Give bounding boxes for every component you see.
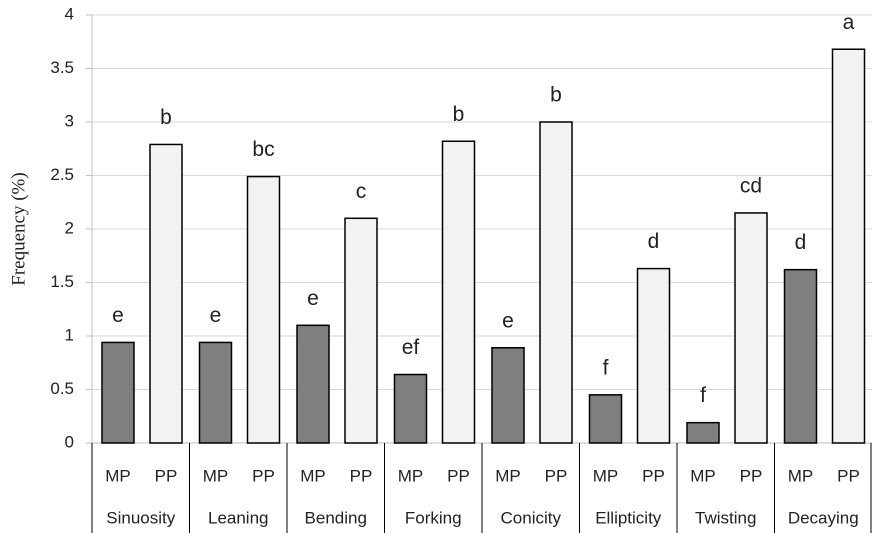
x-sub-label: MP (690, 466, 716, 485)
bar-letter: e (502, 309, 514, 332)
bar (296, 324, 330, 444)
bar-letter: ef (402, 336, 420, 359)
bar-letter: b (550, 84, 562, 107)
bar (149, 143, 183, 444)
bar (491, 347, 525, 444)
bar-letter: f (700, 384, 706, 407)
bar-letter: b (160, 106, 172, 129)
x-category-label: Twisting (695, 508, 756, 527)
bar-letter: d (648, 230, 660, 253)
bar (831, 48, 866, 444)
x-sub-label: PP (252, 466, 275, 485)
bar-letter: d (795, 231, 807, 254)
bar (198, 341, 233, 444)
x-category-label: Conicity (501, 508, 562, 527)
bar-letter: e (210, 304, 222, 327)
x-sub-label: MP (105, 466, 131, 485)
x-sub-label: PP (447, 466, 470, 485)
x-category-label: Sinuosity (106, 508, 175, 527)
x-sub-label: MP (300, 466, 326, 485)
x-category-label: Bending (305, 508, 367, 527)
y-tick-label: 0.5 (50, 379, 74, 398)
bar-letter: e (112, 304, 124, 327)
bar (344, 217, 378, 444)
bar-letter: b (453, 103, 465, 126)
y-tick-label: 2.5 (50, 165, 74, 184)
bar-letter: a (843, 11, 855, 34)
bar (783, 268, 818, 444)
x-sub-label: PP (155, 466, 178, 485)
x-category-label: Decaying (788, 508, 859, 527)
bar-letter: bc (252, 138, 274, 161)
bar-letter: f (603, 356, 609, 379)
bar-letter: cd (740, 174, 762, 197)
x-sub-label: MP (788, 466, 814, 485)
x-sub-label: PP (545, 466, 568, 485)
bar (539, 121, 573, 444)
x-sub-label: MP (203, 466, 229, 485)
y-tick-label: 1 (65, 325, 74, 344)
x-category-label: Ellipticity (595, 508, 662, 527)
x-sub-label: MP (593, 466, 619, 485)
bar (734, 212, 768, 444)
y-tick-label: 3 (65, 111, 74, 130)
y-axis-label: Frequency (%) (8, 172, 29, 285)
x-sub-label: MP (398, 466, 424, 485)
bar (393, 373, 428, 444)
bar (686, 421, 720, 444)
x-sub-label: PP (350, 466, 373, 485)
bar (636, 267, 671, 444)
bar-letter: e (307, 287, 319, 310)
x-sub-label: PP (740, 466, 763, 485)
x-category-label: Leaning (208, 508, 269, 527)
y-tick-label: 0 (65, 432, 74, 451)
y-tick-label: 3.5 (50, 58, 74, 77)
bar (588, 394, 623, 444)
x-sub-label: MP (495, 466, 521, 485)
y-tick-label: 4 (65, 4, 74, 23)
x-sub-label: PP (642, 466, 665, 485)
bar (246, 175, 281, 444)
x-sub-label: PP (837, 466, 860, 485)
x-category-label: Forking (405, 508, 462, 527)
y-tick-label: 2 (65, 218, 74, 237)
y-tick-label: 1.5 (50, 272, 74, 291)
bar-letter: c (356, 180, 367, 203)
bar (441, 140, 476, 444)
bar (101, 341, 135, 444)
